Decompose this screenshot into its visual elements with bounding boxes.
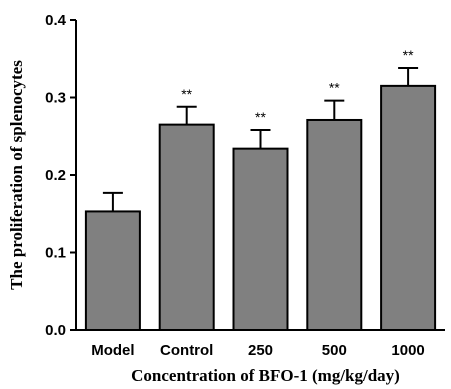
error-bars-layer	[102, 67, 419, 212]
y-tick-label: 0.2	[45, 167, 66, 184]
x-tick-label-1000: 1000	[391, 342, 424, 359]
bar-control	[158, 123, 215, 331]
y-ticks: 0.0 0.1 0.2 0.3 0.4	[45, 12, 76, 339]
x-tick-label-250: 250	[248, 342, 273, 359]
bar-500	[306, 118, 363, 331]
significance-layer: ** ** ** **	[181, 47, 414, 125]
significance-1000: **	[403, 47, 414, 63]
x-tick-label-control: Control	[160, 342, 213, 359]
y-tick-label: 0.4	[45, 12, 67, 29]
y-tick-label: 0.3	[45, 90, 66, 107]
y-tick-label: 0.1	[45, 245, 66, 262]
y-axis-title: The proliferation of splenocytes	[7, 60, 26, 290]
significance-250: **	[255, 109, 266, 125]
x-tick-label-500: 500	[322, 342, 347, 359]
y-tick-label: 0.0	[45, 322, 66, 339]
significance-control: **	[181, 86, 192, 102]
bar-model	[84, 210, 141, 331]
x-axis-title: Concentration of BFO-1 (mg/kg/day)	[131, 366, 400, 385]
bar-1000	[380, 84, 437, 331]
x-tick-labels: Model Control 250 500 1000	[91, 342, 425, 359]
bar-250	[232, 147, 289, 331]
significance-500: **	[329, 80, 340, 96]
x-tick-label-model: Model	[91, 342, 134, 359]
